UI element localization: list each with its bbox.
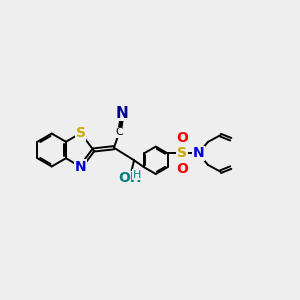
Text: N: N — [116, 106, 128, 121]
Text: O: O — [176, 162, 188, 176]
Text: OH: OH — [118, 171, 142, 185]
Text: S: S — [177, 146, 187, 161]
Text: O: O — [176, 131, 188, 145]
Text: N: N — [193, 146, 204, 161]
Text: C: C — [116, 128, 124, 137]
Text: S: S — [76, 126, 86, 140]
Text: H: H — [133, 170, 141, 180]
Text: N: N — [75, 160, 87, 174]
